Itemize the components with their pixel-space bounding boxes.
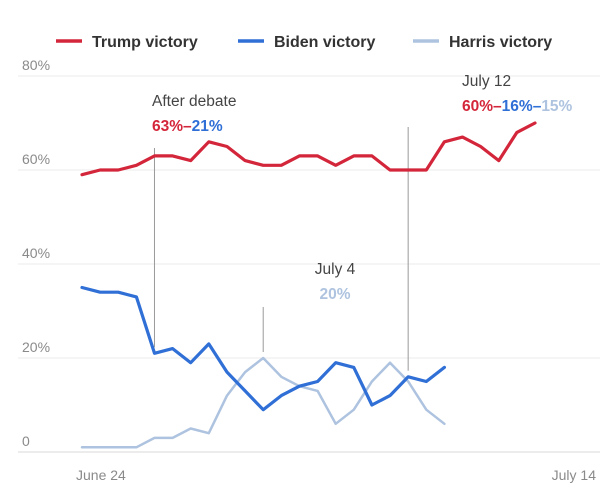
annotation-value: 15% [541, 98, 572, 115]
annotation: July 4 20% [315, 261, 356, 303]
annotation-label: After debate [152, 93, 236, 110]
series-line-harris-victory [80, 356, 446, 449]
annotation-value: 21% [192, 118, 223, 135]
series-line-trump-victory [80, 121, 537, 177]
x-tick-label: June 24 [76, 467, 126, 483]
legend-label: Harris victory [449, 34, 552, 51]
y-tick-label: 20% [22, 339, 50, 355]
y-tick-label: 40% [22, 245, 50, 261]
annotation-value: – [183, 118, 192, 135]
series-line-biden-victory [80, 285, 446, 412]
legend-item: Biden victory [238, 34, 375, 51]
annotation-value: – [493, 98, 502, 115]
legend-label: Trump victory [92, 34, 198, 51]
x-tick-label: July 14 [552, 467, 597, 483]
annotation-value: – [533, 98, 542, 115]
annotation: After debate 63%–21% [152, 93, 236, 135]
legend-label: Biden victory [274, 34, 375, 51]
annotation-values: 60%–16%–15% [462, 98, 573, 115]
annotation-value: 16% [502, 98, 533, 115]
annotation-values: 20% [319, 286, 350, 303]
y-tick-label: 80% [22, 57, 50, 73]
legend: Trump victory Biden victory Harris victory [56, 34, 552, 51]
legend-item: Harris victory [413, 34, 552, 51]
annotation-value: 60% [462, 98, 493, 115]
annotation-value: 63% [152, 118, 183, 135]
annotation-value: 20% [319, 286, 350, 303]
annotation-values: 63%–21% [152, 118, 223, 135]
annotation-label: July 12 [462, 73, 511, 90]
y-tick-label: 60% [22, 151, 50, 167]
y-tick-label: 0 [22, 433, 30, 449]
annotation-label: July 4 [315, 261, 356, 278]
legend-item: Trump victory [56, 34, 198, 51]
